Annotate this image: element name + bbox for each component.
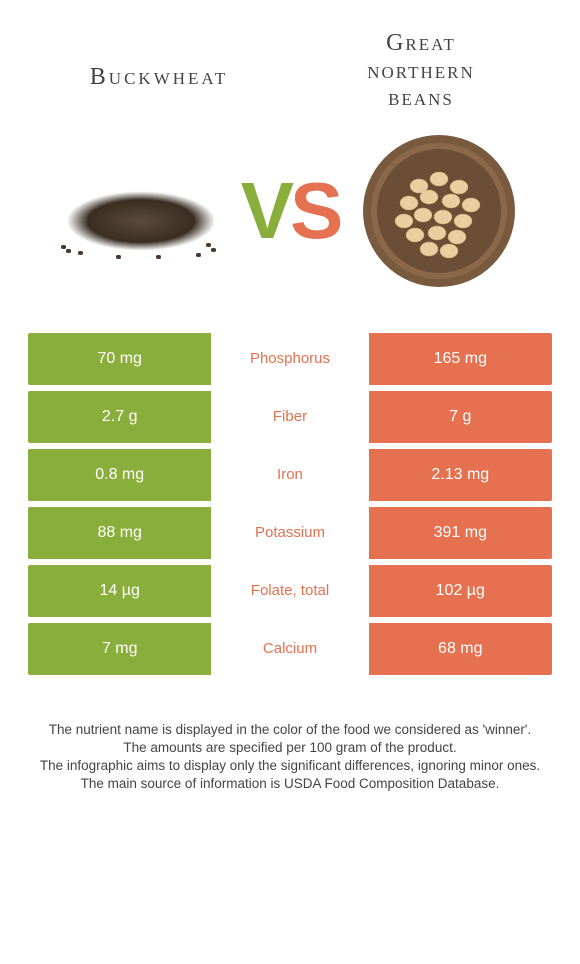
right-value: 165 mg bbox=[369, 333, 552, 385]
nutrient-label: Phosphorus bbox=[211, 333, 368, 385]
right-value: 391 mg bbox=[369, 507, 552, 559]
header: Buckwheat Great northern beans bbox=[28, 30, 552, 113]
nutrient-label: Fiber bbox=[211, 391, 368, 443]
left-value: 7 mg bbox=[28, 623, 211, 675]
nutrient-label: Folate, total bbox=[211, 565, 368, 617]
nutrient-table: 70 mgPhosphorus165 mg 2.7 gFiber7 g 0.8 mg… bbox=[28, 327, 552, 681]
left-value: 2.7 g bbox=[28, 391, 211, 443]
table-row: 88 mgPotassium391 mg bbox=[28, 507, 552, 559]
vs-s: S bbox=[290, 166, 339, 255]
header-left: Buckwheat bbox=[28, 30, 290, 91]
footer-line4: The main source of information is USDA F… bbox=[28, 775, 552, 793]
title-buckwheat: Buckwheat bbox=[28, 64, 290, 91]
title-beans-line3: beans bbox=[388, 85, 454, 111]
right-value: 102 µg bbox=[369, 565, 552, 617]
nutrient-label: Calcium bbox=[211, 623, 368, 675]
nutrient-label: Potassium bbox=[211, 507, 368, 559]
footer-line1: The nutrient name is displayed in the co… bbox=[28, 721, 552, 739]
images-row: VS bbox=[28, 131, 552, 291]
left-value: 0.8 mg bbox=[28, 449, 211, 501]
vs-label: VS bbox=[241, 165, 340, 257]
table-row: 14 µgFolate, total102 µg bbox=[28, 565, 552, 617]
title-beans: Great northern beans bbox=[290, 30, 552, 113]
table-row: 2.7 gFiber7 g bbox=[28, 391, 552, 443]
table-row: 70 mgPhosphorus165 mg bbox=[28, 333, 552, 385]
footer-notes: The nutrient name is displayed in the co… bbox=[28, 721, 552, 794]
right-value: 7 g bbox=[369, 391, 552, 443]
left-value: 70 mg bbox=[28, 333, 211, 385]
left-value: 14 µg bbox=[28, 565, 211, 617]
right-value: 2.13 mg bbox=[369, 449, 552, 501]
vs-v: V bbox=[241, 166, 290, 255]
buckwheat-image bbox=[51, 131, 231, 291]
nutrient-label: Iron bbox=[211, 449, 368, 501]
header-right: Great northern beans bbox=[290, 30, 552, 113]
footer-line2: The amounts are specified per 100 gram o… bbox=[28, 739, 552, 757]
title-beans-line2: northern bbox=[367, 58, 475, 84]
table-row: 7 mgCalcium68 mg bbox=[28, 623, 552, 675]
table-row: 0.8 mgIron2.13 mg bbox=[28, 449, 552, 501]
title-beans-line1: Great bbox=[386, 30, 456, 56]
footer-line3: The infographic aims to display only the… bbox=[28, 757, 552, 775]
right-value: 68 mg bbox=[369, 623, 552, 675]
beans-image bbox=[349, 131, 529, 291]
left-value: 88 mg bbox=[28, 507, 211, 559]
